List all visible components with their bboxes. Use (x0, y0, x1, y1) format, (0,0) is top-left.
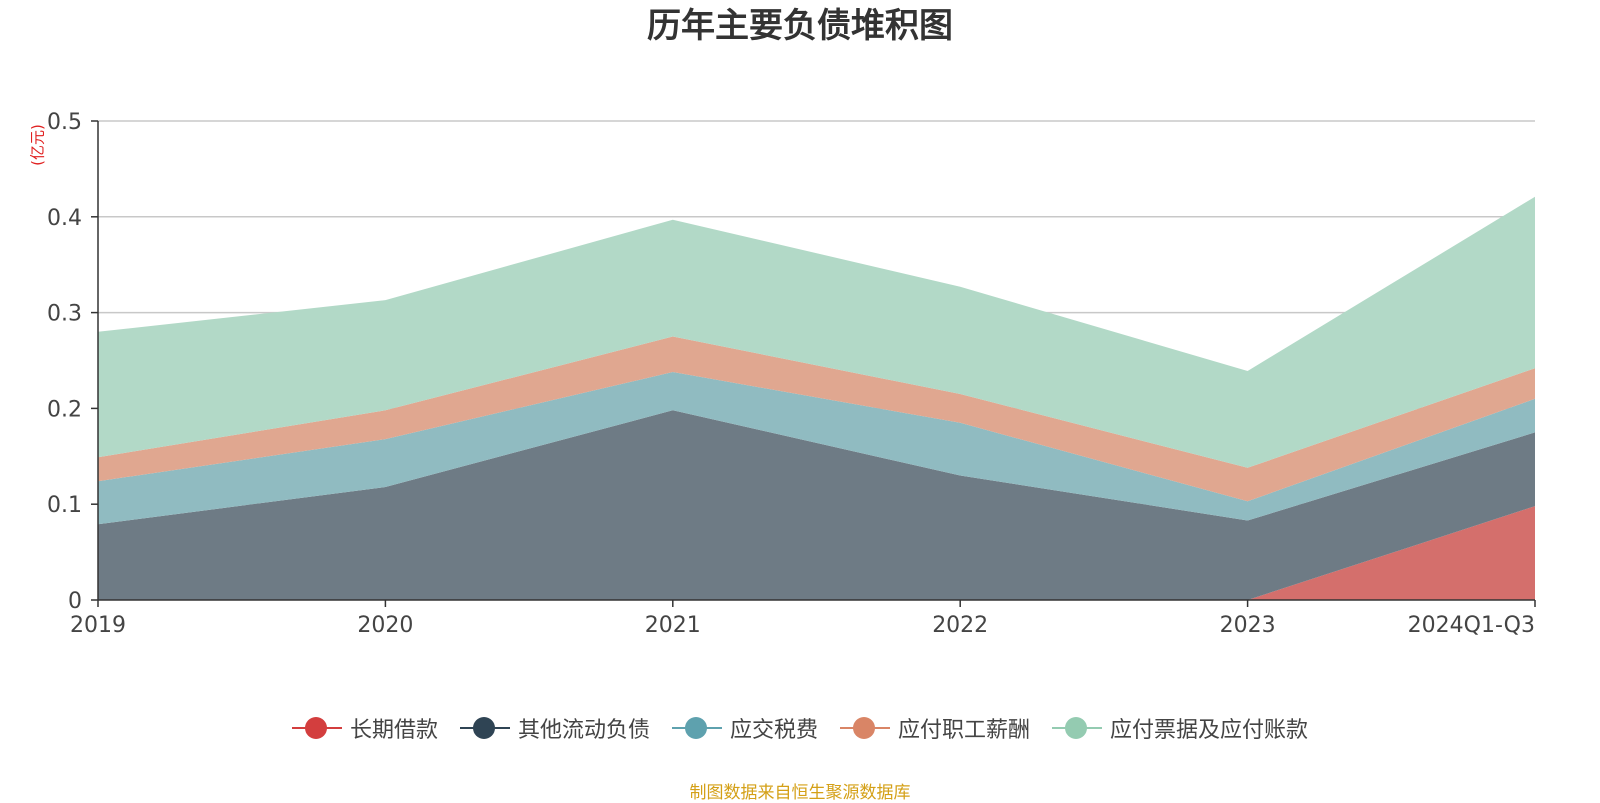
legend-item[interactable]: 长期借款 (291, 712, 438, 744)
x-tick-label: 2020 (357, 613, 413, 638)
legend: 长期借款 其他流动负债 应交税费 应付职工薪酬 应付票据及应付账款 (0, 712, 1600, 744)
data-source-note: 制图数据来自恒生聚源数据库 (689, 783, 911, 803)
legend-item[interactable]: 应交税费 (671, 712, 818, 744)
legend-marker-icon (840, 716, 890, 740)
legend-label: 长期借款 (349, 718, 438, 743)
legend-marker-icon (1052, 716, 1103, 740)
area-series-3 (98, 372, 1535, 525)
y-tick-label: 0.2 (47, 397, 82, 422)
y-tick-label: 0.4 (47, 206, 82, 231)
area-series-2 (98, 410, 1535, 600)
x-tick-label: 2021 (645, 613, 701, 638)
area-series-5 (98, 196, 1535, 468)
legend-item[interactable]: 应付票据及应付账款 (1052, 712, 1308, 744)
area-series-4 (98, 336, 1535, 502)
legend-marker-icon (671, 716, 722, 740)
legend-label: 应交税费 (729, 718, 818, 743)
chart-title: 历年主要负债堆积图 (647, 6, 953, 46)
x-tick-label: 2022 (932, 613, 988, 638)
legend-marker-icon (459, 716, 510, 740)
y-tick-label: 0 (68, 589, 82, 614)
legend-label: 应付票据及应付账款 (1110, 718, 1309, 743)
y-tick-label: 0.3 (47, 302, 82, 327)
area-series (98, 196, 1535, 600)
area-series-1 (98, 506, 1535, 600)
x-tick-label: 2019 (70, 613, 126, 638)
x-tick-label: 2023 (1220, 613, 1276, 638)
legend-label: 应付职工薪酬 (898, 718, 1031, 743)
legend-label: 其他流动负债 (517, 718, 650, 743)
x-tick-label: 2024Q1-Q3 (1408, 613, 1535, 638)
axes: 0 0.1 0.2 0.3 0.4 0.5 2019 2020 2021 2022 2023 2024… (47, 110, 1536, 638)
legend-item[interactable]: 其他流动负债 (459, 712, 650, 744)
y-tick-label: 0.5 (47, 110, 82, 135)
legend-item[interactable]: 应付职工薪酬 (840, 712, 1030, 744)
y-tick-label: 0.1 (47, 493, 82, 518)
legend-marker-icon (291, 716, 342, 740)
